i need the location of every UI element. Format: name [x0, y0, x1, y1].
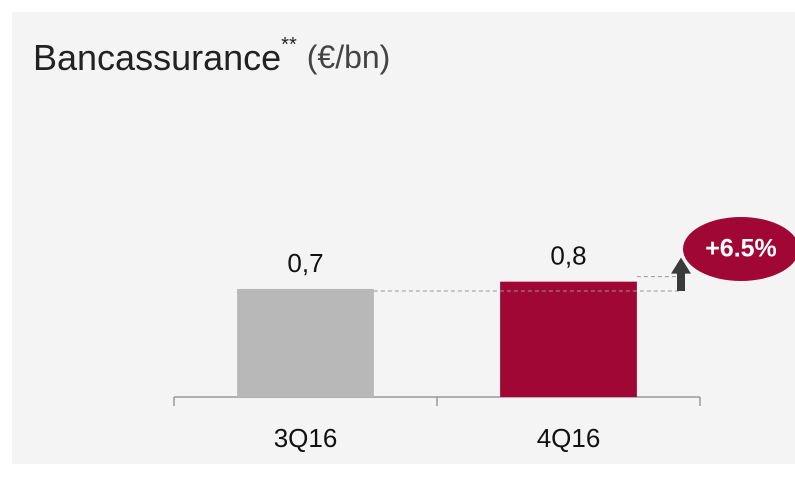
annotation: +6.5% — [705, 235, 777, 263]
title-superscript: ** — [281, 34, 297, 56]
x-tick-label: 4Q16 — [537, 423, 601, 453]
growth-arrow — [671, 257, 691, 291]
title-main: Bancassurance — [33, 37, 281, 78]
value-label: 0,7 — [287, 248, 323, 278]
bar — [237, 288, 374, 397]
title-unit: (€/bn) — [307, 39, 391, 75]
value-label: 0,8 — [550, 241, 586, 271]
chart-title: Bancassurance** (€/bn) — [33, 34, 390, 77]
annotation-badge — [683, 217, 795, 281]
bar — [500, 281, 637, 397]
x-tick-label: 3Q16 — [274, 423, 338, 453]
panel — [12, 12, 795, 464]
